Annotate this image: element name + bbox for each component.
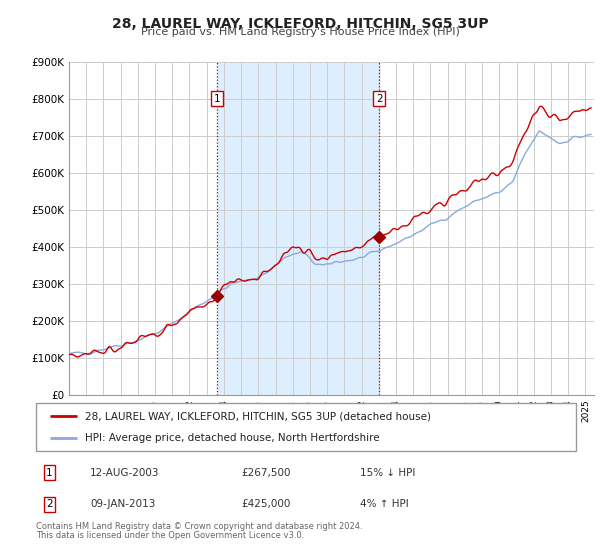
- Text: 28, LAUREL WAY, ICKLEFORD, HITCHIN, SG5 3UP (detached house): 28, LAUREL WAY, ICKLEFORD, HITCHIN, SG5 …: [85, 411, 431, 421]
- Text: 2: 2: [376, 94, 383, 104]
- Text: 4% ↑ HPI: 4% ↑ HPI: [360, 499, 409, 509]
- Text: HPI: Average price, detached house, North Hertfordshire: HPI: Average price, detached house, Nort…: [85, 433, 379, 443]
- Text: 09-JAN-2013: 09-JAN-2013: [90, 499, 155, 509]
- Text: 1: 1: [46, 468, 53, 478]
- Text: Contains HM Land Registry data © Crown copyright and database right 2024.: Contains HM Land Registry data © Crown c…: [36, 522, 362, 531]
- Text: This data is licensed under the Open Government Licence v3.0.: This data is licensed under the Open Gov…: [36, 531, 304, 540]
- Text: 2: 2: [46, 499, 53, 509]
- Text: 1: 1: [214, 94, 221, 104]
- Bar: [217, 62, 379, 395]
- Text: £267,500: £267,500: [241, 468, 290, 478]
- Text: £425,000: £425,000: [241, 499, 290, 509]
- Text: 15% ↓ HPI: 15% ↓ HPI: [360, 468, 415, 478]
- Text: 12-AUG-2003: 12-AUG-2003: [90, 468, 160, 478]
- Text: 28, LAUREL WAY, ICKLEFORD, HITCHIN, SG5 3UP: 28, LAUREL WAY, ICKLEFORD, HITCHIN, SG5 …: [112, 17, 488, 31]
- Text: Price paid vs. HM Land Registry's House Price Index (HPI): Price paid vs. HM Land Registry's House …: [140, 27, 460, 37]
